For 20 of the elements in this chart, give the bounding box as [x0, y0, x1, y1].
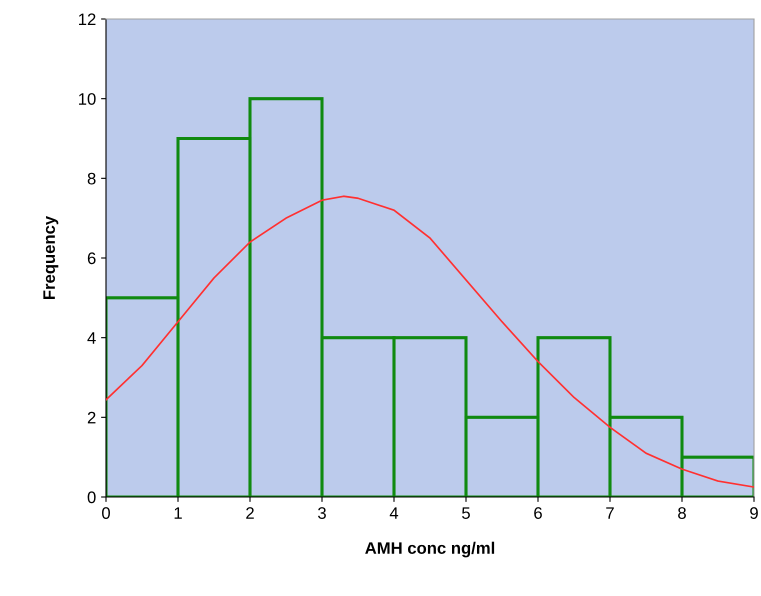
x-tick-label: 8: [678, 507, 686, 519]
y-tick-label: 12: [79, 13, 96, 26]
y-tick-label: 4: [87, 332, 96, 344]
y-tick-label: 0: [88, 491, 96, 504]
y-tick-label: 8: [88, 172, 96, 185]
x-tick-label: 0: [102, 507, 110, 519]
y-tick-label: 10: [79, 93, 96, 105]
line-series: [106, 195, 754, 488]
x-tick-label: 4: [390, 507, 398, 519]
x-tick-label: 5: [462, 507, 470, 519]
x-tick-label: 2: [246, 507, 254, 519]
x-axis-title: AMH conc ng/ml: [365, 542, 494, 558]
x-tick-label: 7: [606, 507, 614, 519]
y-tick-label: 2: [88, 412, 96, 424]
x-tick-label: 1: [174, 507, 182, 519]
x-tick-label: 6: [534, 507, 542, 519]
y-tick-label: 6: [88, 252, 96, 264]
x-tick-label: 3: [318, 507, 326, 519]
x-tick-label: 9: [750, 507, 758, 519]
y-axis-title: Frequency: [43, 216, 58, 300]
